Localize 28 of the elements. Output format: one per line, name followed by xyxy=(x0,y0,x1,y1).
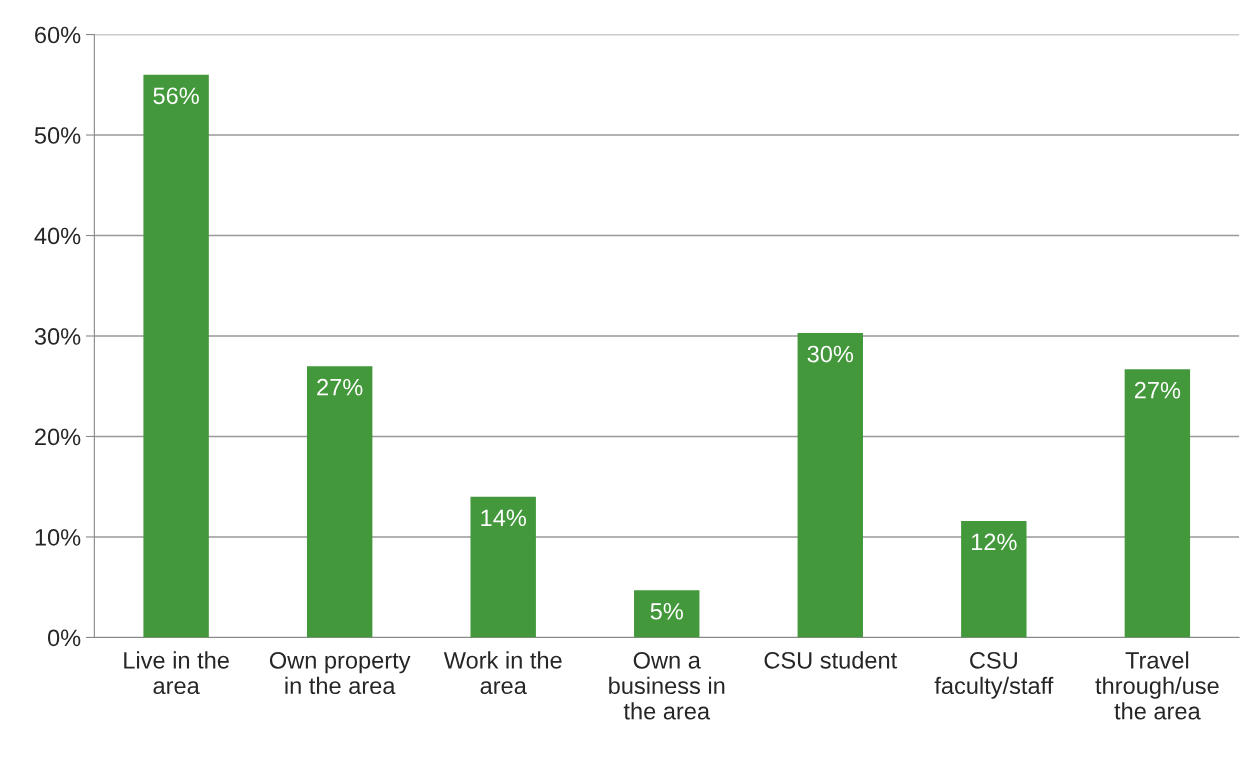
bar xyxy=(634,590,700,638)
bar xyxy=(797,332,863,638)
data-label: 14% xyxy=(481,509,526,527)
bar xyxy=(1124,369,1191,638)
bar xyxy=(306,366,373,638)
y-tick-label: 10% xyxy=(35,529,81,546)
data-label: 12% xyxy=(971,533,1017,551)
y-tick-label: 40% xyxy=(34,227,81,245)
y-tick-label: 30% xyxy=(34,328,81,345)
y-tick-label: 50% xyxy=(34,127,81,144)
bar xyxy=(143,74,209,638)
x-tick-label: Work in the area xyxy=(443,651,562,695)
bar xyxy=(470,496,536,638)
data-label: 27% xyxy=(317,378,363,396)
x-tick-label: Own property in the area xyxy=(269,651,411,695)
x-tick-label: Own a business in the area xyxy=(609,651,725,720)
y-tick-label: 60% xyxy=(35,26,81,44)
bar xyxy=(961,520,1027,638)
x-tick-label: Travel through/use the area xyxy=(1095,651,1219,720)
y-tick-label: 0% xyxy=(47,629,81,647)
data-label: 27% xyxy=(1134,381,1181,399)
data-label: 30% xyxy=(807,345,854,363)
data-label: 56% xyxy=(153,87,199,105)
y-tick-label: 20% xyxy=(35,428,81,446)
x-tick-label: CSU student xyxy=(764,651,898,669)
x-tick-label: CSU faculty/staff xyxy=(934,651,1054,699)
x-tick-label: Live in the area xyxy=(124,651,229,695)
data-label: 5% xyxy=(650,603,683,620)
